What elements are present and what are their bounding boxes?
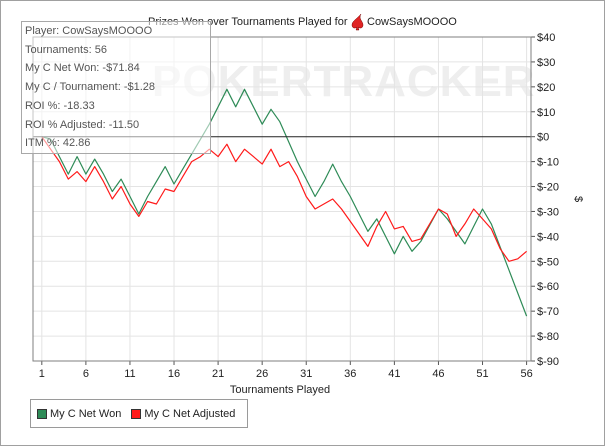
stats-line: Player: CowSaysMOOOO — [25, 25, 153, 37]
y-tick-label: $-40 — [537, 231, 559, 243]
series-line-net-adjusted — [41, 136, 527, 262]
x-tick-label: 1 — [39, 368, 45, 380]
spade-icon — [351, 13, 364, 31]
x-tick-label: 41 — [388, 368, 400, 380]
series-layer — [41, 88, 528, 317]
stats-line: ITM %: 42.86 — [25, 137, 91, 150]
legend-swatch-net-adjusted — [131, 408, 142, 419]
legend-item-net-adjusted: My C Net Adjusted — [131, 408, 235, 420]
y-tick-label: $-80 — [537, 331, 559, 343]
series-line-net-won — [41, 88, 528, 317]
legend-item-net-won: My C Net Won — [37, 408, 121, 420]
legend: My C Net Won My C Net Adjusted — [30, 399, 248, 428]
y-tick-label: $40 — [537, 32, 555, 44]
x-tick-label: 31 — [300, 368, 312, 380]
x-tick-label: 51 — [476, 368, 488, 380]
x-tick-label: 56 — [520, 368, 532, 380]
y-tick-label: $-60 — [537, 281, 559, 293]
y-tick-label: $-50 — [537, 256, 559, 268]
plot-frame — [32, 36, 532, 362]
legend-label-net-adjusted: My C Net Adjusted — [144, 407, 236, 420]
chart-title-player: CowSaysMOOOO — [367, 16, 457, 28]
y-tick-label: $-20 — [537, 182, 559, 194]
x-tick-label: 21 — [212, 368, 224, 380]
y-tick-label: $20 — [537, 82, 555, 94]
x-tick-label: 11 — [124, 368, 135, 380]
y-axis-label: $ — [572, 196, 584, 202]
x-tick-label: 26 — [256, 368, 268, 380]
x-tick-label: 6 — [83, 368, 89, 380]
stats-line: ROI %: -18.33 — [25, 99, 95, 112]
y-tick-label: $10 — [537, 107, 555, 119]
y-tick-label: $-70 — [537, 306, 559, 318]
x-tick-label: 46 — [432, 368, 444, 380]
stats-line: Tournaments: 56 — [25, 43, 107, 56]
y-tick-label: $-10 — [537, 157, 559, 169]
stats-line: My C Net Won: -$71.84 — [25, 62, 140, 75]
y-tick-label: $-90 — [537, 356, 559, 368]
stats-line: My C / Tournament: -$1.28 — [25, 81, 156, 94]
legend-label-net-won: My C Net Won — [50, 407, 122, 420]
y-tick-label: $-30 — [537, 206, 559, 218]
legend-swatch-net-won — [37, 408, 47, 419]
axes: $40 $30 $20 $10 $0 $-10 $-20 $-30 $-40 $-50 $-60 $-… — [32, 32, 559, 380]
stats-line: ROI % Adjusted: -11.50 — [25, 118, 140, 131]
y-tick-label: $30 — [537, 57, 555, 69]
x-axis-label: Tournaments Played — [230, 384, 330, 396]
x-tick-label: 36 — [344, 368, 356, 380]
x-tick-label: 16 — [168, 368, 180, 380]
watermark-logo: POKERTRACKER — [152, 57, 536, 106]
y-tick-label: $0 — [537, 132, 549, 144]
stats-panel: Player: CowSaysMOOOO Tournaments: 56 My C … — [21, 21, 211, 154]
